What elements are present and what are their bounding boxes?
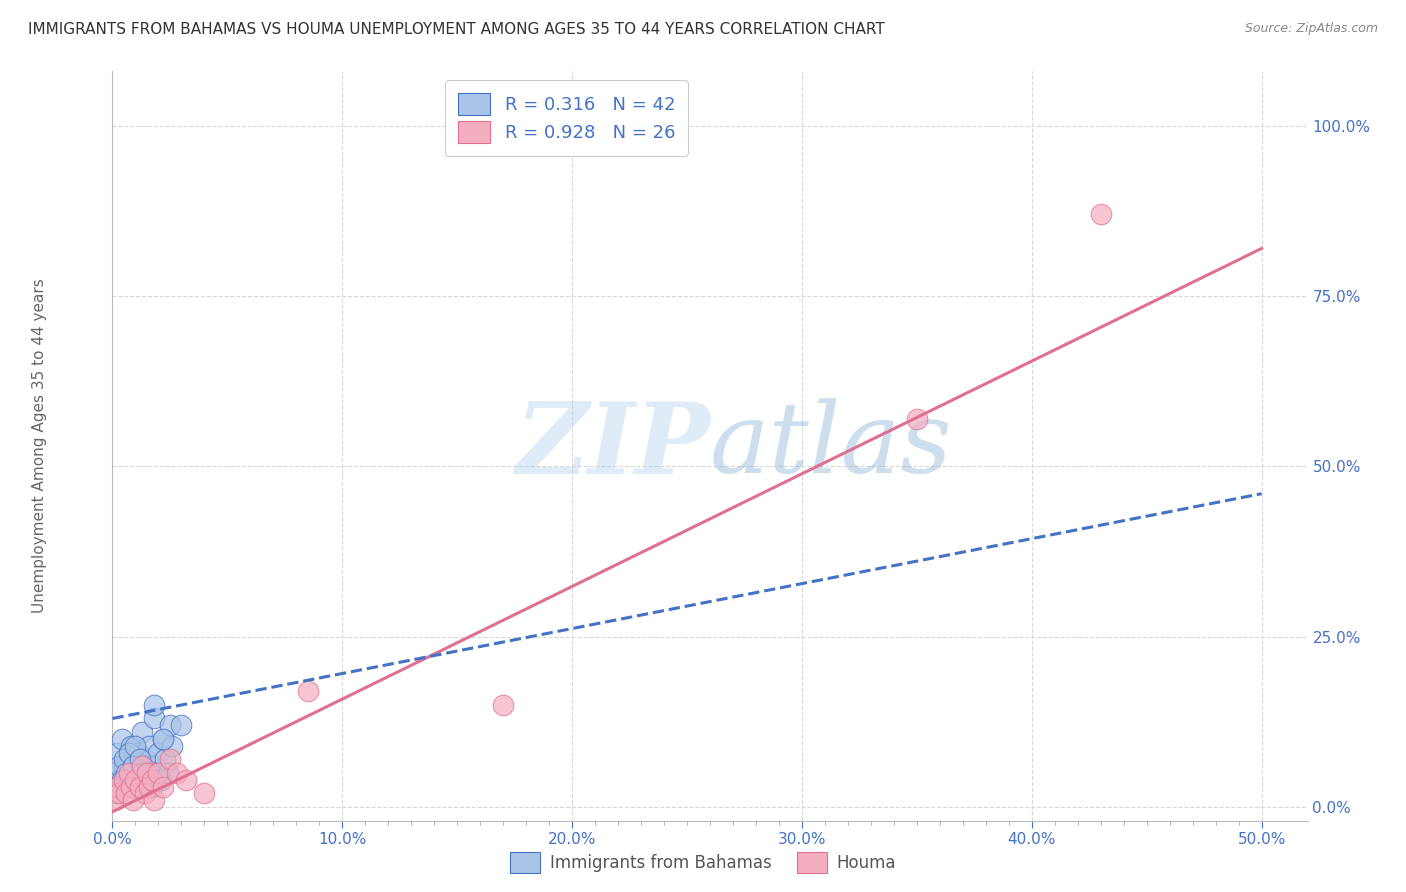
Point bbox=[117, 766, 139, 780]
Point bbox=[112, 752, 135, 766]
Point bbox=[122, 766, 145, 780]
Point bbox=[141, 772, 163, 787]
Point bbox=[124, 772, 146, 787]
Point bbox=[136, 766, 159, 780]
Point bbox=[142, 793, 165, 807]
Point bbox=[120, 739, 142, 753]
Point bbox=[193, 786, 215, 800]
Text: IMMIGRANTS FROM BAHAMAS VS HOUMA UNEMPLOYMENT AMONG AGES 35 TO 44 YEARS CORRELAT: IMMIGRANTS FROM BAHAMAS VS HOUMA UNEMPLO… bbox=[28, 22, 884, 37]
Point bbox=[155, 752, 177, 766]
Point bbox=[142, 698, 165, 712]
Point bbox=[142, 711, 165, 725]
Point bbox=[124, 739, 146, 753]
Point bbox=[152, 731, 174, 746]
Point bbox=[124, 772, 146, 787]
Point bbox=[105, 780, 128, 794]
Point bbox=[129, 780, 152, 794]
Point bbox=[112, 772, 135, 787]
Point bbox=[1090, 207, 1112, 221]
Text: Source: ZipAtlas.com: Source: ZipAtlas.com bbox=[1244, 22, 1378, 36]
Point bbox=[120, 780, 142, 794]
Point bbox=[134, 786, 156, 800]
Point bbox=[141, 780, 163, 794]
Point bbox=[127, 746, 149, 760]
Point bbox=[120, 780, 142, 794]
Point bbox=[108, 759, 131, 773]
Point bbox=[170, 718, 193, 732]
Point bbox=[112, 759, 135, 773]
Point bbox=[131, 766, 153, 780]
Point bbox=[152, 780, 174, 794]
Point bbox=[117, 746, 139, 760]
Point bbox=[145, 759, 167, 773]
Point bbox=[174, 772, 197, 787]
Text: atlas: atlas bbox=[710, 399, 953, 493]
Point bbox=[122, 793, 145, 807]
Point bbox=[138, 739, 160, 753]
Point bbox=[148, 766, 170, 780]
Point bbox=[134, 752, 156, 766]
Point bbox=[129, 759, 152, 773]
Point bbox=[108, 772, 131, 787]
Point bbox=[159, 718, 181, 732]
Point bbox=[148, 746, 170, 760]
Point bbox=[131, 725, 153, 739]
Point bbox=[122, 759, 145, 773]
Point bbox=[104, 793, 127, 807]
Point bbox=[127, 772, 149, 787]
Point bbox=[111, 772, 134, 787]
Point bbox=[136, 766, 159, 780]
Point bbox=[111, 731, 134, 746]
Point bbox=[131, 759, 153, 773]
Point bbox=[152, 731, 174, 746]
Point bbox=[129, 752, 152, 766]
Point bbox=[905, 411, 928, 425]
Legend: R = 0.316   N = 42, R = 0.928   N = 26: R = 0.316 N = 42, R = 0.928 N = 26 bbox=[446, 80, 688, 156]
Point bbox=[492, 698, 515, 712]
Point bbox=[162, 739, 183, 753]
Point bbox=[104, 766, 127, 780]
Y-axis label: Unemployment Among Ages 35 to 44 years: Unemployment Among Ages 35 to 44 years bbox=[32, 278, 46, 614]
Point bbox=[138, 780, 160, 794]
Text: ZIP: ZIP bbox=[515, 398, 710, 494]
Legend: Immigrants from Bahamas, Houma: Immigrants from Bahamas, Houma bbox=[503, 846, 903, 880]
Point bbox=[105, 746, 128, 760]
Point bbox=[166, 766, 188, 780]
Point bbox=[156, 766, 179, 780]
Point bbox=[117, 752, 139, 766]
Point bbox=[104, 786, 127, 800]
Point bbox=[115, 766, 138, 780]
Point bbox=[115, 786, 138, 800]
Point bbox=[115, 780, 138, 794]
Point bbox=[149, 772, 172, 787]
Point bbox=[108, 786, 131, 800]
Point bbox=[159, 752, 181, 766]
Point bbox=[105, 780, 128, 794]
Point bbox=[297, 684, 319, 698]
